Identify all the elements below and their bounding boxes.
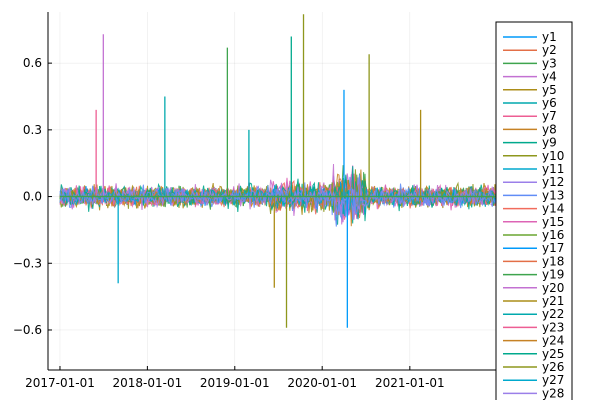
legend-label-y23: y23 (542, 320, 564, 334)
legend-label-y5: y5 (542, 83, 557, 97)
series-layer (59, 14, 497, 328)
legend-label-y3: y3 (542, 56, 557, 70)
legend-label-y17: y17 (542, 241, 564, 255)
x-tick-label: 2019-01-01 (200, 376, 270, 390)
legend-label-y26: y26 (542, 360, 564, 374)
legend-label-y14: y14 (542, 202, 564, 216)
legend-label-y19: y19 (542, 268, 564, 282)
legend-label-y21: y21 (542, 294, 564, 308)
legend-label-y12: y12 (542, 175, 564, 189)
axes (47, 12, 497, 371)
y-tick-label: 0.6 (23, 56, 42, 70)
legend-label-y28: y28 (542, 386, 564, 400)
legend-label-y15: y15 (542, 215, 564, 229)
legend-box (495, 21, 573, 400)
y-tick-label: 0.0 (23, 190, 42, 204)
legend-label-y13: y13 (542, 188, 564, 202)
legend-label-y7: y7 (542, 109, 557, 123)
legend-label-y16: y16 (542, 228, 564, 242)
legend-label-y18: y18 (542, 254, 564, 268)
y-tick-labels: −0.6 −0.3 0.0 0.3 0.6 (13, 56, 42, 337)
series-line-y29 (59, 174, 497, 227)
y-tick-label: 0.3 (23, 123, 42, 137)
x-tick-label: 2021-01-01 (375, 376, 445, 390)
x-tick-label: 2017-01-01 (25, 376, 95, 390)
legend-label-y8: y8 (542, 122, 557, 136)
x-tick-label: 2020-01-01 (287, 376, 357, 390)
legend-label-y20: y20 (542, 281, 564, 295)
y-tick-label: −0.3 (13, 256, 42, 270)
legend-label-y10: y10 (542, 149, 564, 163)
legend-label-y11: y11 (542, 162, 564, 176)
legend-label-y24: y24 (542, 334, 564, 348)
legend-label-y1: y1 (542, 30, 557, 44)
legend-label-y4: y4 (542, 70, 557, 84)
legend-label-y2: y2 (542, 43, 557, 57)
x-tick-label: 2018-01-01 (113, 376, 183, 390)
y-tick-label: −0.6 (13, 323, 42, 337)
legend: y1y2y3y4y5y6y7y8y9y10y11y12y13y14y15y16y… (495, 21, 573, 400)
legend-label-y25: y25 (542, 347, 564, 361)
legend-label-y6: y6 (542, 96, 557, 110)
x-tick-labels: 2017-01-01 2018-01-01 2019-01-01 2020-01-01… (25, 376, 445, 390)
legend-label-y27: y27 (542, 373, 564, 387)
legend-label-y9: y9 (542, 136, 557, 150)
legend-label-y22: y22 (542, 307, 564, 321)
